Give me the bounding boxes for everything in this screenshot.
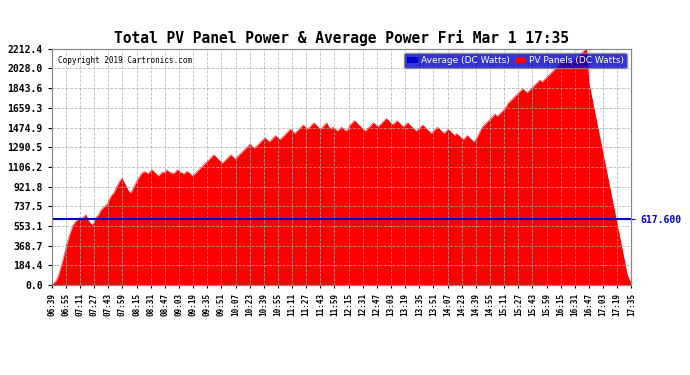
Legend: Average (DC Watts), PV Panels (DC Watts): Average (DC Watts), PV Panels (DC Watts)	[404, 53, 627, 68]
Title: Total PV Panel Power & Average Power Fri Mar 1 17:35: Total PV Panel Power & Average Power Fri…	[114, 30, 569, 46]
Text: Copyright 2019 Cartronics.com: Copyright 2019 Cartronics.com	[57, 56, 192, 65]
